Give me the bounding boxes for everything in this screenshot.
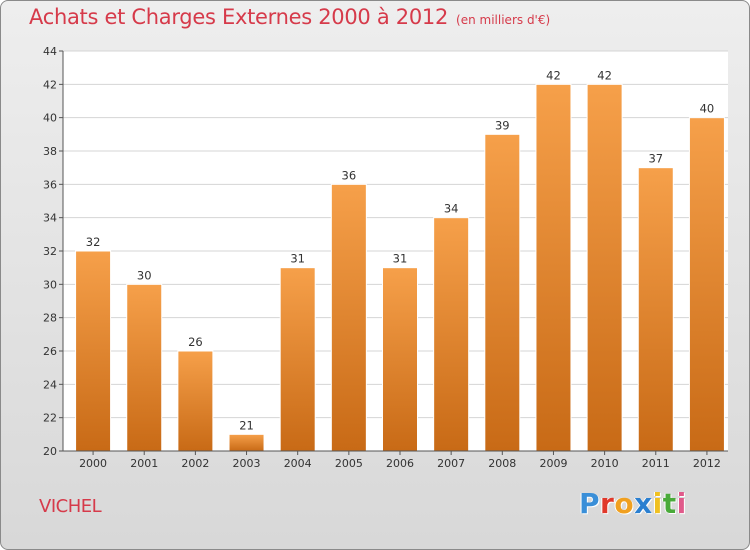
x-tick-label-2005: 2005 (335, 457, 363, 470)
y-tick-label: 22 (43, 412, 57, 425)
x-tick-label-2003: 2003 (233, 457, 261, 470)
data-label-2003: 21 (239, 418, 254, 432)
logo-letter: o (614, 487, 635, 520)
y-tick-label: 30 (43, 278, 57, 291)
chart-title: Achats et Charges Externes 2000 à 2012 (e… (29, 5, 550, 29)
bars (75, 83, 725, 452)
commune-name: VICHEL (39, 496, 102, 517)
chart-subtitle: (en milliers d'€) (456, 13, 551, 27)
data-label-2006: 31 (393, 252, 408, 266)
bar-2004 (279, 267, 316, 452)
y-tick-label: 20 (43, 445, 57, 458)
x-tick-label-2000: 2000 (79, 457, 107, 470)
x-tick-label-2008: 2008 (488, 457, 516, 470)
bar-2009 (535, 83, 572, 452)
x-tick-label-2009: 2009 (539, 457, 567, 470)
y-axis: 20 22 24 26 28 30 32 34 36 38 40 42 44 (43, 45, 64, 458)
x-tick-label-2007: 2007 (437, 457, 465, 470)
data-label-2004: 31 (290, 252, 305, 266)
y-tick-label: 38 (43, 145, 57, 158)
bar-2011 (637, 167, 674, 452)
x-axis: 2000 2001 2002 2003 2004 2005 2006 2007 2008 2009… (63, 450, 728, 470)
x-tick-label-2011: 2011 (642, 457, 670, 470)
chart-title-text: Achats et Charges Externes 2000 à 2012 (29, 5, 449, 29)
data-label-2005: 36 (342, 168, 357, 182)
y-tick-label: 40 (43, 112, 57, 125)
logo-letter: r (600, 487, 615, 520)
bar-2003 (228, 433, 265, 452)
bar-2000 (75, 250, 112, 452)
y-tick-label: 26 (43, 345, 57, 358)
data-label-2001: 30 (137, 268, 152, 282)
bar-2006 (382, 267, 418, 452)
x-tick-label-2012: 2012 (693, 457, 721, 470)
logo-letter: P (579, 487, 601, 520)
logo-letter: i (652, 487, 663, 520)
data-label-2011: 37 (648, 152, 663, 166)
x-tick-label-2004: 2004 (284, 457, 312, 470)
data-label-2012: 40 (700, 102, 715, 116)
data-label-2002: 26 (188, 335, 203, 349)
bar-2001 (126, 283, 163, 452)
logo-letter: x (634, 487, 653, 520)
data-labels: 32 30 26 21 31 36 31 34 39 42 42 37 40 (86, 68, 714, 432)
y-tick-label: 44 (43, 45, 57, 58)
logo-letter: t (662, 487, 677, 520)
bar-2010 (586, 83, 623, 452)
y-tick-label: 34 (43, 212, 57, 225)
bar-2007 (433, 217, 470, 452)
bar-2012 (688, 117, 725, 452)
data-label-2007: 34 (444, 202, 459, 216)
data-label-2000: 32 (86, 235, 101, 249)
y-tick-label: 32 (43, 245, 57, 258)
y-tick-label: 42 (43, 78, 57, 91)
bar-2005 (330, 183, 367, 452)
y-tick-label: 24 (43, 378, 57, 391)
x-tick-label-2010: 2010 (591, 457, 619, 470)
y-tick-label: 36 (43, 178, 57, 191)
data-label-2009: 42 (546, 68, 561, 82)
bar-2002 (177, 350, 214, 452)
proxiti-logo[interactable]: Proxiti (579, 487, 687, 520)
x-tick-label-2002: 2002 (181, 457, 209, 470)
logo-letter: i (676, 487, 687, 520)
data-label-2010: 42 (597, 68, 612, 82)
y-tick-label: 28 (43, 312, 57, 325)
x-tick-label-2001: 2001 (130, 457, 158, 470)
data-label-2008: 39 (495, 118, 510, 132)
x-tick-label-2006: 2006 (386, 457, 414, 470)
bar-2008 (484, 133, 521, 452)
